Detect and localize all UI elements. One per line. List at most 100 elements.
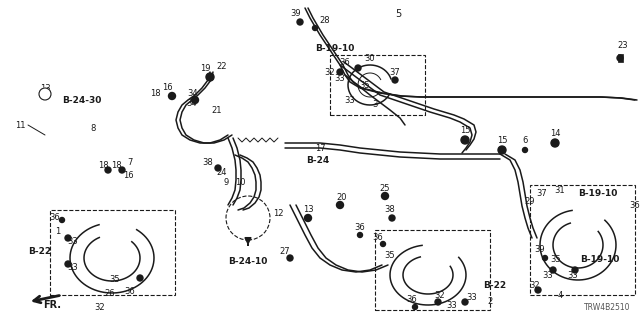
Bar	[618, 54, 623, 62]
Circle shape	[337, 69, 343, 75]
Text: 4: 4	[557, 291, 563, 300]
Text: 6: 6	[522, 135, 528, 145]
Text: 39: 39	[291, 9, 301, 18]
Text: B-24-10: B-24-10	[228, 258, 268, 267]
Text: 20: 20	[337, 194, 348, 203]
Circle shape	[462, 299, 468, 305]
Circle shape	[191, 97, 198, 103]
Circle shape	[572, 267, 578, 273]
Circle shape	[355, 65, 361, 71]
Text: 36: 36	[406, 295, 417, 305]
Text: 33: 33	[467, 293, 477, 302]
Circle shape	[297, 19, 303, 25]
Text: 18: 18	[150, 89, 160, 98]
Text: 32: 32	[435, 291, 445, 300]
Text: 33: 33	[68, 237, 78, 246]
Text: 14: 14	[550, 129, 560, 138]
Circle shape	[522, 148, 527, 153]
Text: 2: 2	[488, 298, 493, 307]
Bar	[530, 185, 635, 295]
Text: 32: 32	[324, 68, 335, 76]
Text: 5: 5	[395, 9, 401, 19]
Text: FR.: FR.	[43, 300, 61, 310]
Circle shape	[60, 218, 65, 222]
Text: 29: 29	[525, 197, 535, 206]
Text: 16: 16	[162, 83, 172, 92]
Text: 38: 38	[203, 157, 213, 166]
Circle shape	[435, 299, 441, 305]
Circle shape	[617, 55, 623, 61]
Text: 35: 35	[385, 251, 396, 260]
Text: B-19-10: B-19-10	[316, 44, 355, 52]
Text: 23: 23	[618, 41, 628, 50]
Text: 22: 22	[217, 61, 227, 70]
Text: 34: 34	[188, 89, 198, 98]
Bar	[375, 230, 490, 310]
Text: 36: 36	[125, 287, 136, 297]
Text: 39: 39	[534, 245, 545, 254]
Text: 32: 32	[95, 303, 106, 313]
Text: 19: 19	[200, 63, 211, 73]
Circle shape	[305, 214, 312, 221]
Circle shape	[168, 92, 175, 100]
Bar	[50, 210, 175, 295]
Circle shape	[392, 77, 398, 83]
Circle shape	[119, 167, 125, 173]
Circle shape	[535, 287, 541, 293]
Text: B-24: B-24	[307, 156, 330, 164]
Circle shape	[65, 261, 71, 267]
Circle shape	[551, 139, 559, 147]
Text: 36: 36	[340, 58, 350, 67]
Circle shape	[206, 73, 214, 81]
Circle shape	[215, 165, 221, 171]
Text: 36: 36	[372, 234, 383, 243]
Text: 18: 18	[111, 161, 122, 170]
Text: B-19-10: B-19-10	[579, 188, 618, 197]
Text: 1: 1	[56, 228, 61, 236]
Text: 24: 24	[217, 167, 227, 177]
Text: 37: 37	[390, 68, 401, 76]
Text: 26: 26	[105, 289, 115, 298]
Circle shape	[312, 26, 317, 30]
Circle shape	[381, 242, 385, 246]
Text: 33: 33	[543, 270, 554, 279]
Text: 35: 35	[109, 276, 120, 284]
Text: 13: 13	[303, 205, 314, 214]
Text: B-22: B-22	[483, 281, 507, 290]
Text: 21: 21	[212, 106, 222, 115]
Text: B-22: B-22	[28, 247, 52, 257]
Circle shape	[498, 146, 506, 154]
Text: 10: 10	[235, 178, 245, 187]
Text: 7: 7	[127, 157, 132, 166]
Text: 15: 15	[460, 125, 470, 134]
Text: 37: 37	[536, 188, 547, 197]
Text: 13: 13	[40, 84, 51, 92]
Circle shape	[137, 275, 143, 281]
Text: 35: 35	[550, 255, 561, 265]
Text: 12: 12	[273, 209, 284, 218]
Circle shape	[337, 202, 344, 209]
Circle shape	[550, 267, 556, 273]
Text: 16: 16	[123, 171, 133, 180]
Text: 32: 32	[530, 281, 540, 290]
Text: 36: 36	[355, 223, 365, 233]
Circle shape	[105, 167, 111, 173]
Text: 35: 35	[360, 81, 371, 90]
Circle shape	[381, 193, 388, 199]
Text: 33: 33	[344, 95, 355, 105]
Text: 33: 33	[447, 300, 458, 309]
Circle shape	[39, 88, 51, 100]
Text: TRW4B2510: TRW4B2510	[584, 303, 630, 312]
Text: 36: 36	[630, 201, 640, 210]
Circle shape	[287, 255, 293, 261]
Circle shape	[543, 255, 547, 260]
Text: 33: 33	[68, 263, 78, 273]
Circle shape	[389, 215, 395, 221]
Text: 17: 17	[315, 143, 325, 153]
Text: 18: 18	[98, 161, 108, 170]
Text: B-24-30: B-24-30	[62, 95, 102, 105]
Circle shape	[358, 233, 362, 237]
Text: 3: 3	[372, 100, 378, 108]
Text: 11: 11	[15, 121, 25, 130]
Text: 33: 33	[335, 74, 346, 83]
